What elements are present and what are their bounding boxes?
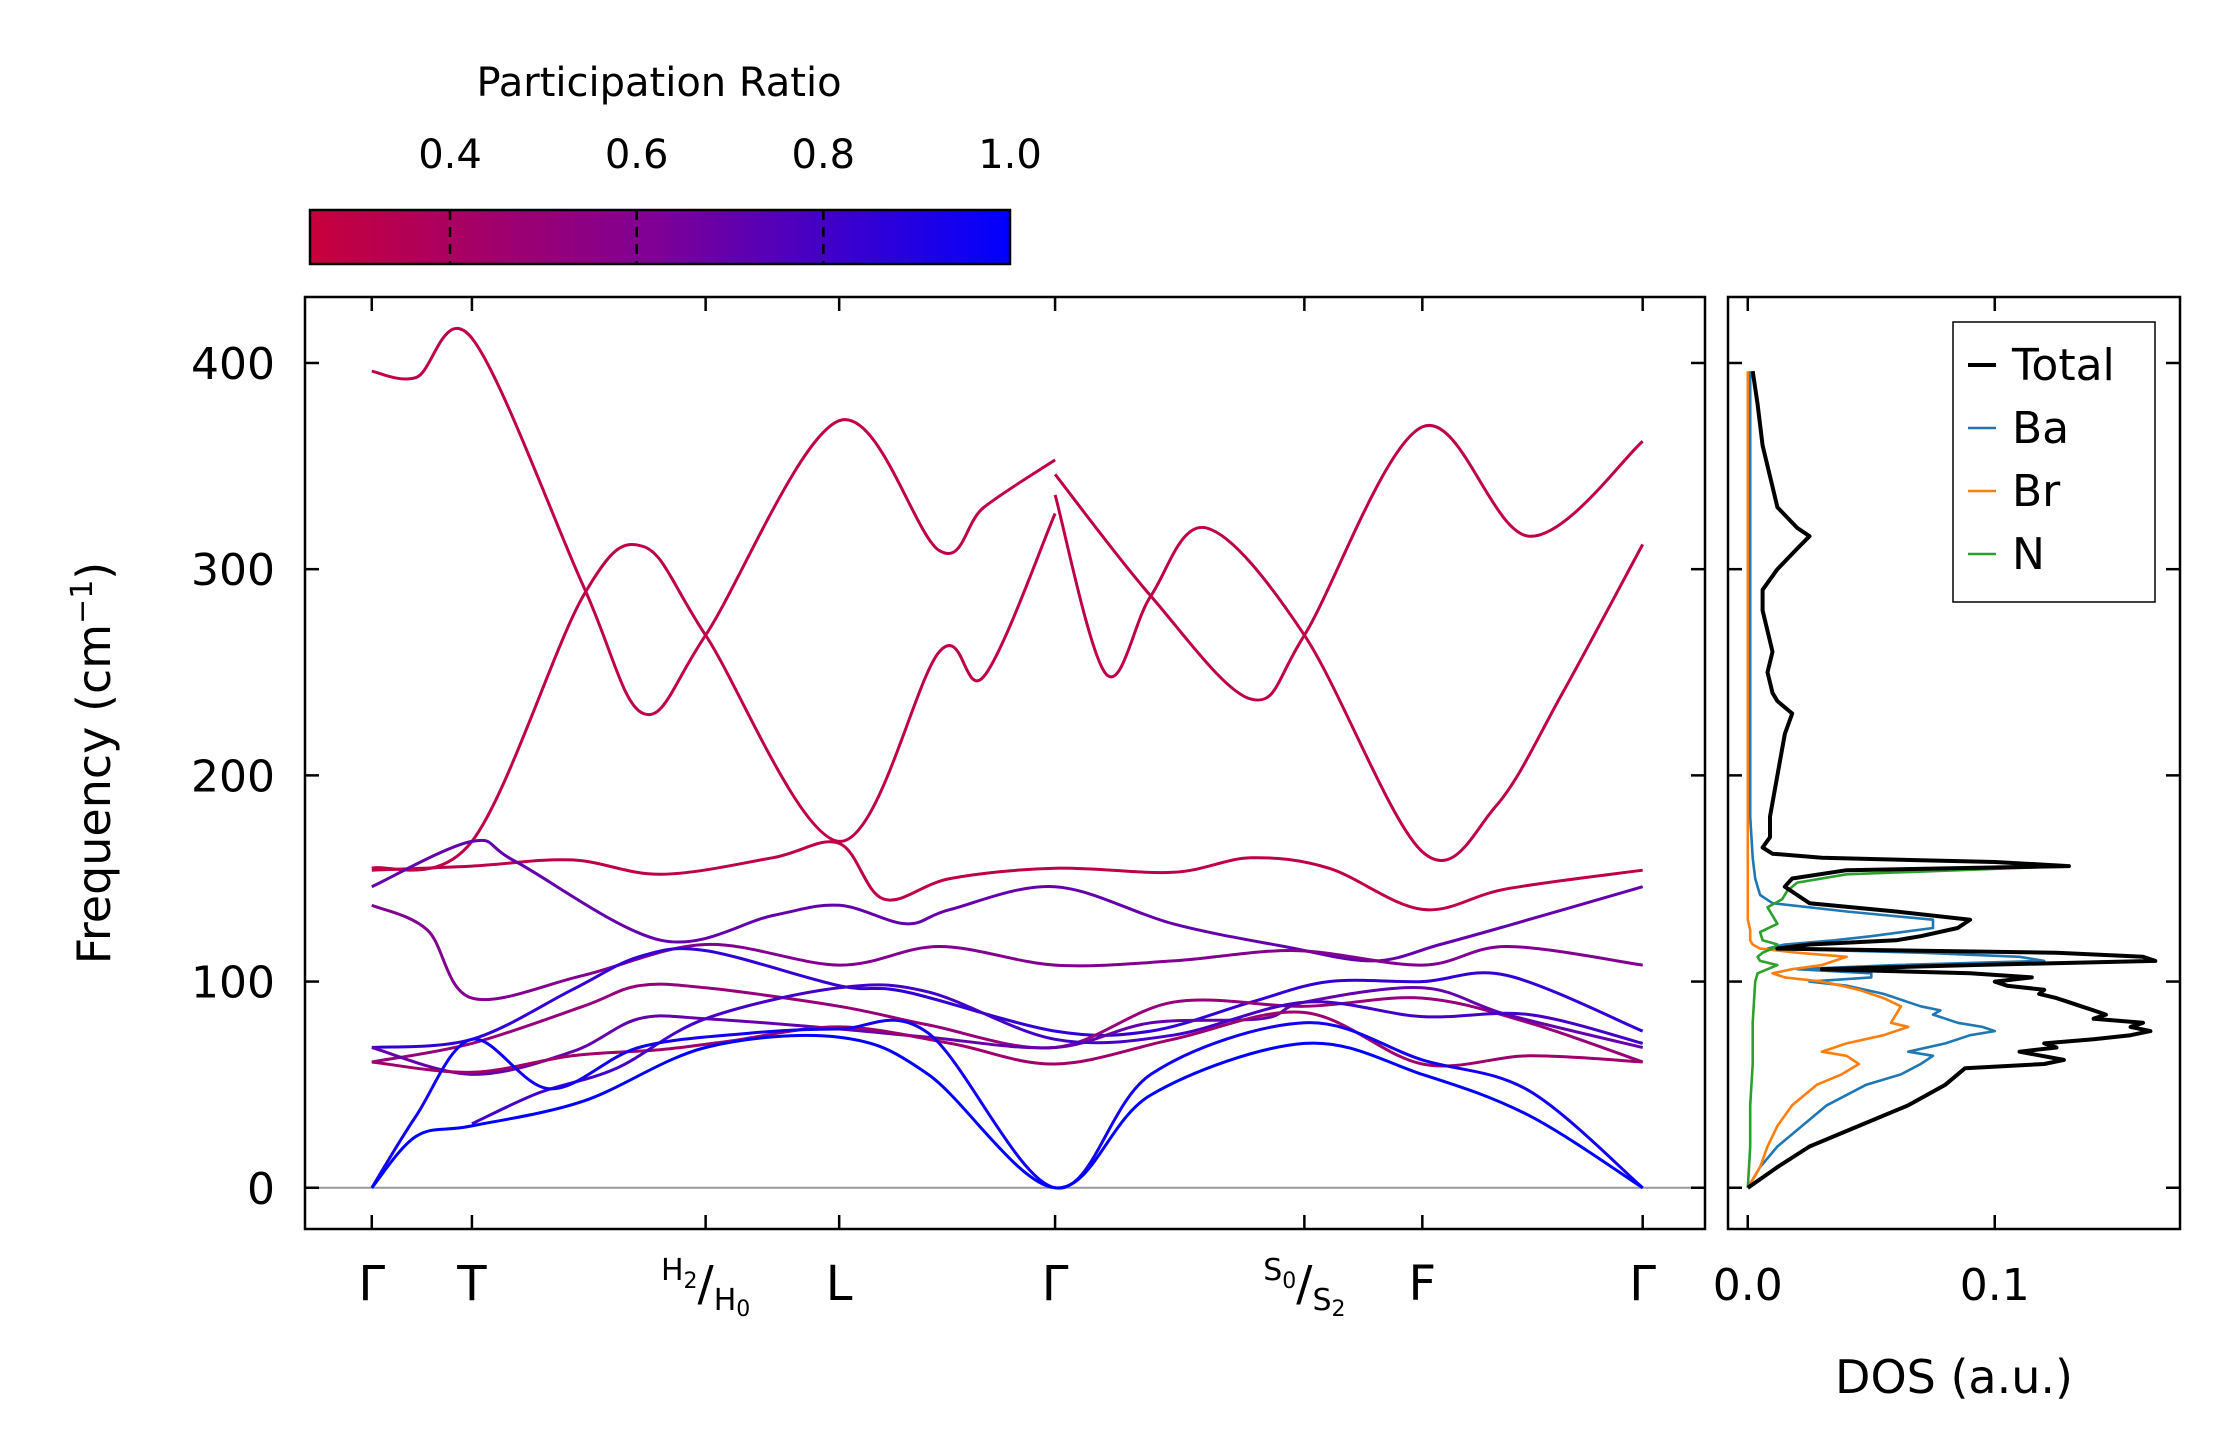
phonon-band [371,838,1644,963]
phonon-band [371,327,1056,717]
band-x-ticks: Γ T H2/H0 L Γ S0/S2 F Γ [358,297,1656,1322]
phonon-band [370,1018,1644,1190]
dos-curve-br [1746,371,1910,1189]
colorbar-tick-label: 0.8 [792,132,856,178]
dos-x-ticks: 0.0 0.1 [1713,297,2030,1311]
y-tick-label: 400 [191,339,275,390]
dos-y-ticks [1728,361,2180,1190]
q-point-label: Γ [1042,1256,1069,1312]
dos-curve-total [1746,370,2158,1190]
dos-x-tick-label: 0.0 [1713,1260,1783,1311]
dos-axes-frame [1726,295,2182,1231]
legend-label-total: Total [2011,340,2115,391]
q-point-label: Γ [1629,1256,1656,1312]
phonon-band [371,840,1643,912]
band-y-ticks: 0 100 200 300 400 [191,339,1705,1215]
band-y-axis-title: Frequency (cm−1) [65,562,121,965]
dos-legend: Total Ba Br N [1952,321,2156,603]
phonon-band [1053,494,1645,862]
phonon-band [371,947,1644,1049]
q-point-label: L [826,1256,853,1312]
q-point-label: Γ [358,1256,385,1312]
dos-curve-ba [1746,371,2046,1189]
q-point-label: S0/S2 [1263,1253,1345,1322]
colorbar-title: Participation Ratio [476,60,841,106]
dos-panel: 0.0 0.1 DOS (a.u.) Total Ba Br N [1713,295,2182,1404]
y-tick-label: 300 [191,545,275,596]
y-tick-label: 100 [191,958,275,1009]
phonon-band [371,1010,1643,1074]
legend-label-n: N [2012,529,2045,580]
phonon-band [471,983,1644,1126]
legend-label-br: Br [2012,466,2061,517]
q-point-label: H2/H0 [661,1253,750,1322]
legend-frame [1952,321,2156,603]
dos-lines [1746,370,2158,1190]
y-tick-label: 200 [191,751,275,802]
phonon-band [371,903,1643,1002]
band-structure-panel: 0 100 200 300 400 Γ T H2/H0 L Γ S0/S2 F Γ Frequency… [65,295,1707,1322]
dos-x-tick-label: 0.1 [1960,1260,2030,1311]
phonon-band [370,1033,1644,1190]
y-tick-label: 0 [247,1164,275,1215]
colorbar-gradient [308,208,1012,266]
q-point-label: T [456,1256,487,1312]
q-point-label: F [1409,1256,1437,1312]
band-axes-frame [303,295,1707,1231]
phonon-band [371,986,1644,1076]
phonon-band [1053,423,1644,702]
phonon-band [371,512,1057,872]
phonon-band [371,982,1644,1064]
colorbar-ticks: 0.4 0.6 0.8 1.0 [418,132,1042,264]
band-lines [370,327,1645,1190]
colorbar: Participation Ratio 0.4 0.6 0.8 1.0 [308,60,1042,266]
colorbar-tick-label: 0.4 [418,132,482,178]
colorbar-tick-label: 1.0 [978,132,1042,178]
colorbar-tick-label: 0.6 [605,132,669,178]
dos-x-axis-title: DOS (a.u.) [1835,1350,2073,1404]
legend-label-ba: Ba [2012,403,2069,454]
